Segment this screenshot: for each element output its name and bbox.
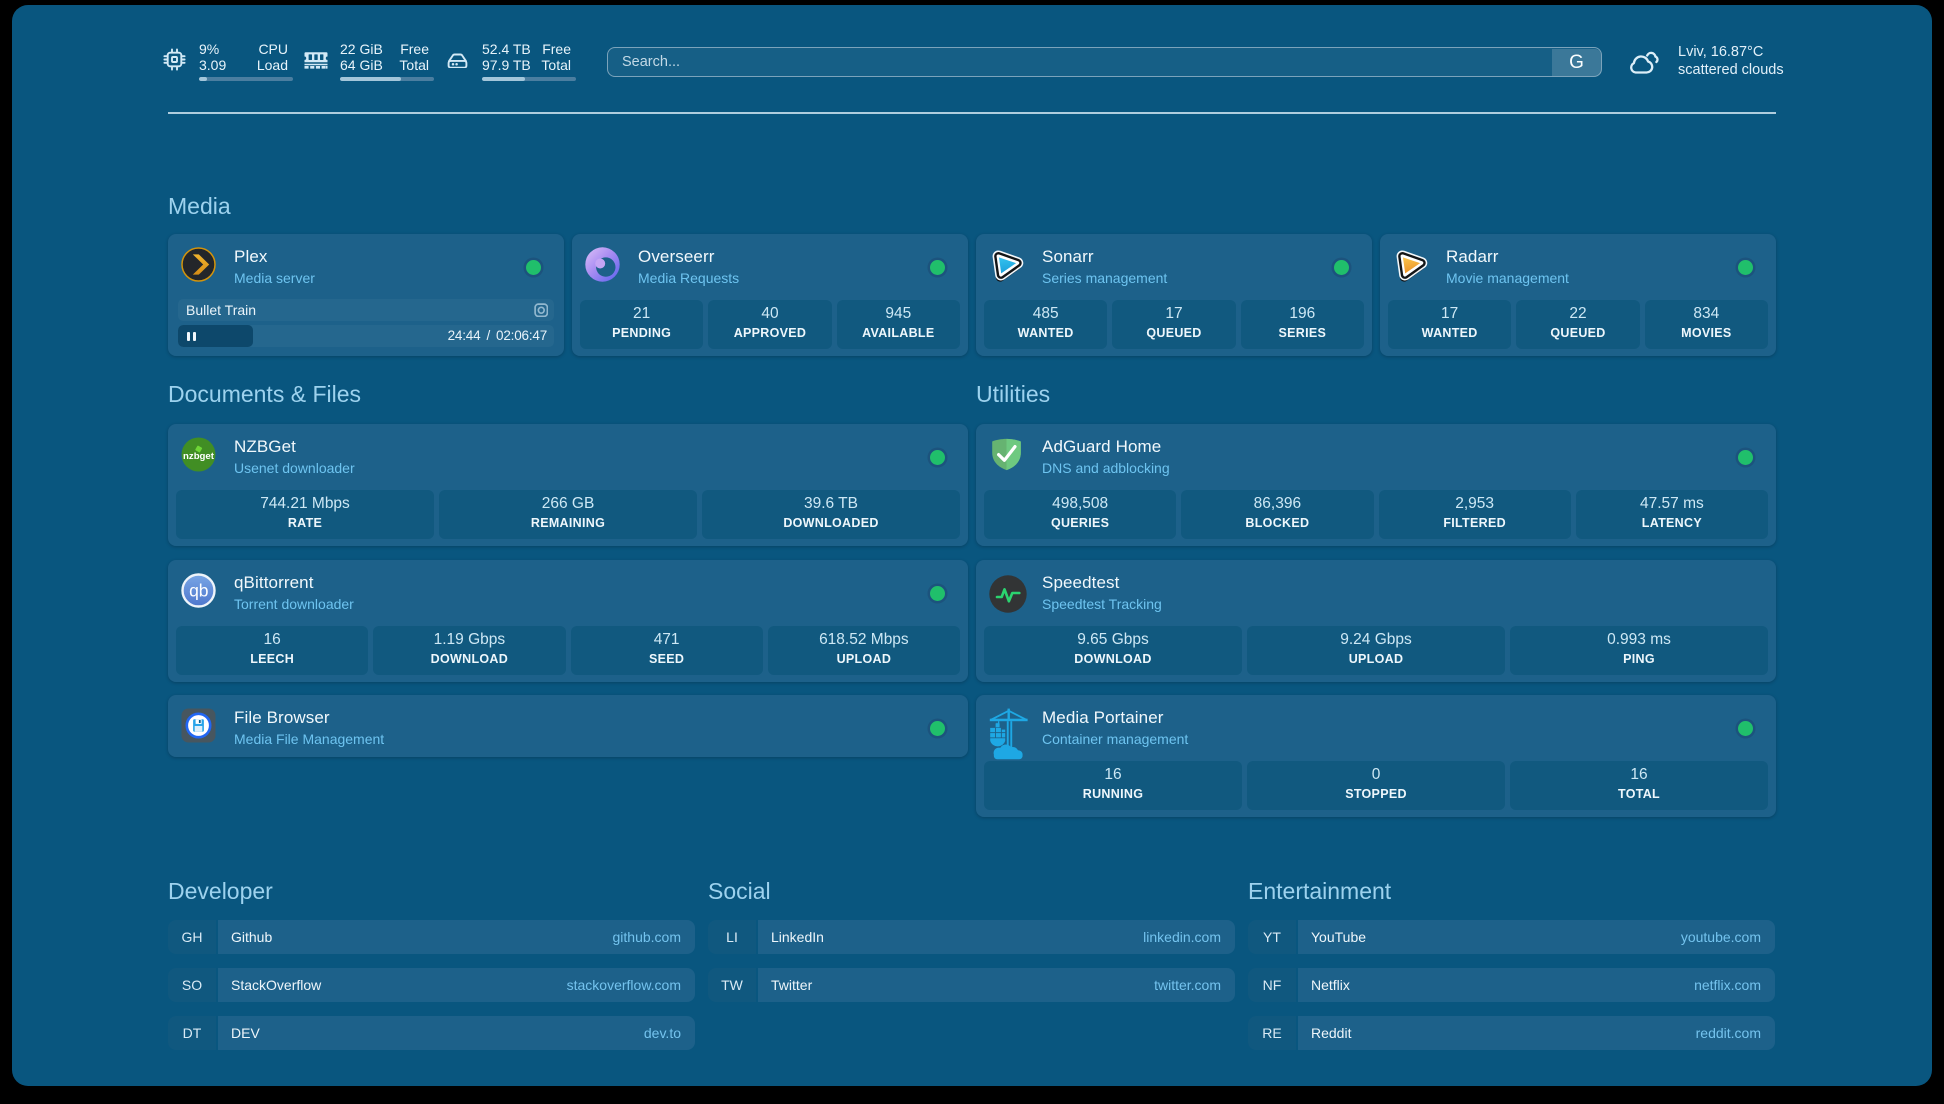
svg-text:nzbget: nzbget [183,451,215,462]
svg-text:qb: qb [189,581,208,601]
